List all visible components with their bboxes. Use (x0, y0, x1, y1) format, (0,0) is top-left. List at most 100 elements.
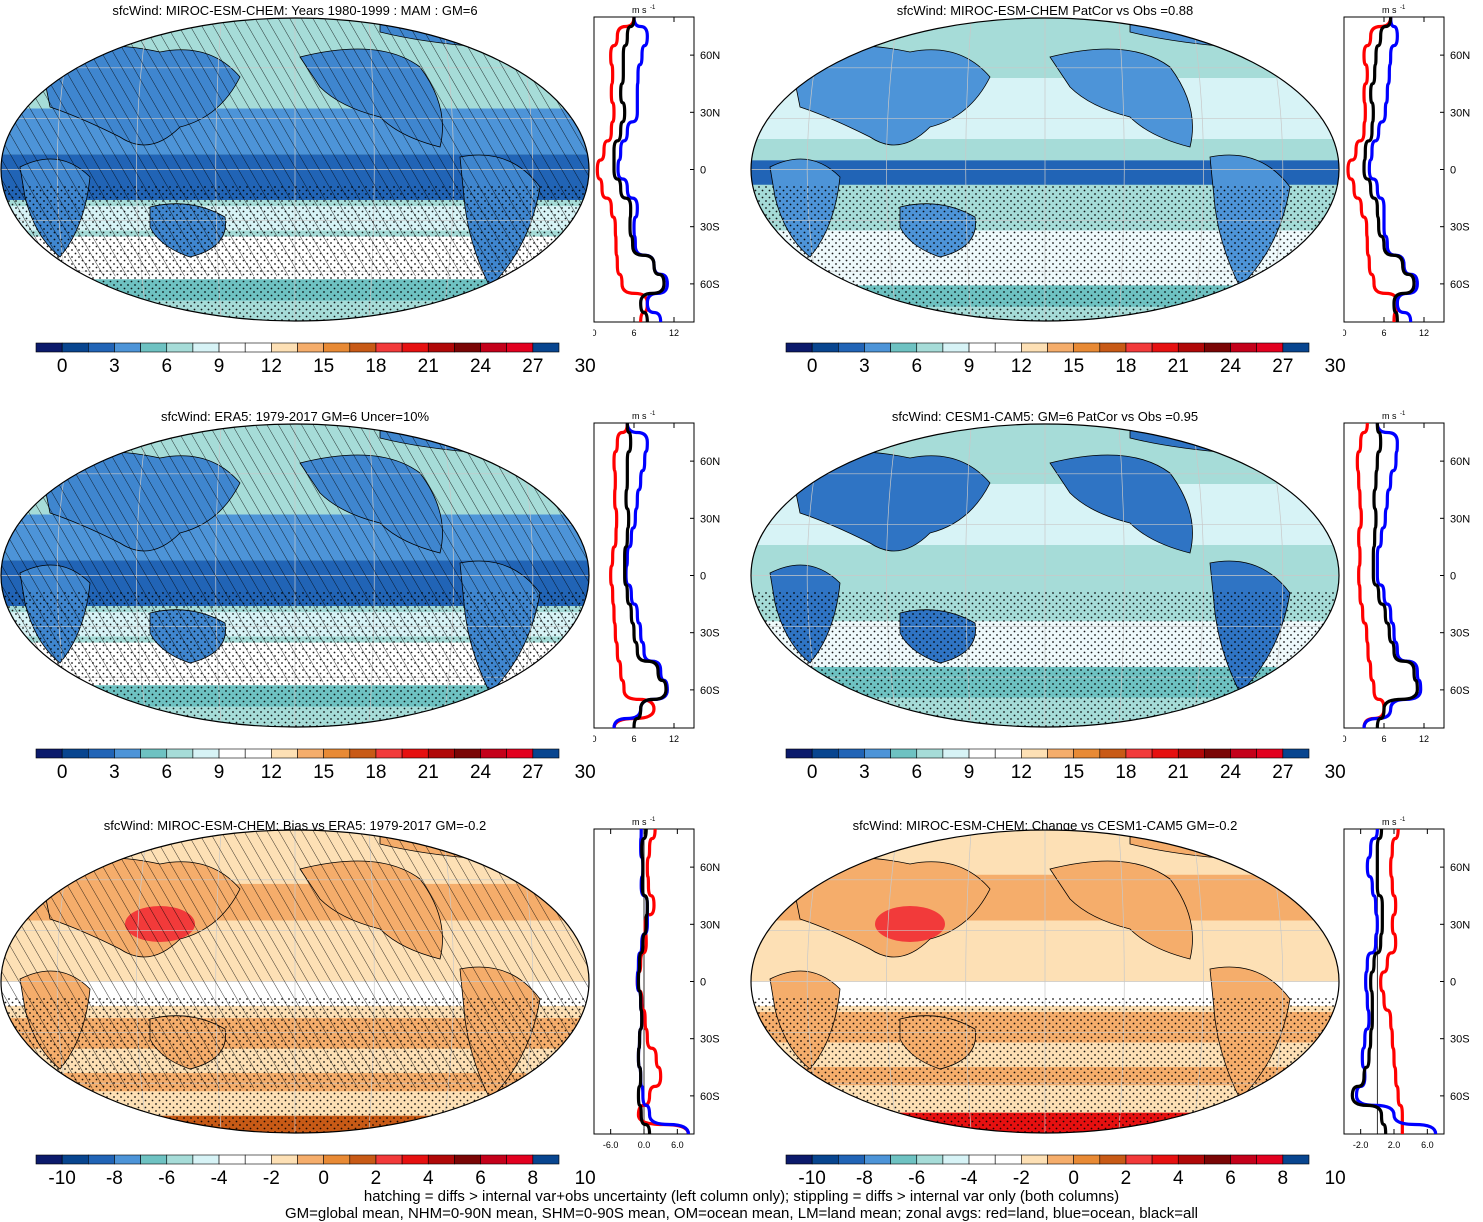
colorbar-swatch (532, 342, 560, 353)
lat-tick: 30N (1450, 919, 1470, 931)
colorbar-swatch (1099, 1154, 1127, 1165)
colorbar-swatch (297, 1154, 324, 1165)
panel-title: sfcWind: MIROC-ESM-CHEM PatCor vs Obs =0… (896, 3, 1194, 18)
lat-tick: 30N (1450, 513, 1470, 525)
colorbar-swatch (1282, 748, 1310, 759)
map-p5 (0, 829, 590, 1134)
panel-p5: sfcWind: MIROC-ESM-CHEM: Bias vs ERA5: 1… (0, 812, 733, 1212)
lat-tick: 30N (700, 919, 720, 931)
colorbar-label: -8 (105, 1168, 123, 1189)
colorbar-swatch (114, 748, 141, 759)
colorbar-label: 21 (1167, 356, 1189, 377)
colorbar-label: 15 (1063, 762, 1085, 783)
colorbar-label: 8 (527, 1168, 539, 1189)
colorbar-label: 3 (109, 762, 120, 783)
zonal-units: m s (1382, 5, 1397, 15)
colorbar-swatch (532, 748, 560, 759)
colorbar-label: 6 (911, 762, 923, 783)
colorbar-swatch (532, 1154, 560, 1165)
colorbar-label: 27 (1272, 762, 1294, 783)
x-tick: 0 (593, 328, 597, 338)
colorbar-swatch (942, 748, 970, 759)
colorbar-swatch (1177, 748, 1205, 759)
x-tick: 12 (1419, 328, 1429, 338)
x-tick: -2.0 (1353, 1140, 1369, 1150)
colorbar-label: 21 (417, 762, 439, 783)
colorbar-swatch (323, 748, 351, 759)
colorbar-label: 6 (161, 762, 173, 783)
lat-tick: 0 (700, 165, 706, 177)
colorbar-swatch (192, 1154, 220, 1165)
colorbar-label: 3 (859, 762, 870, 783)
lat-tick: 30S (1450, 222, 1470, 234)
colorbar-swatch (271, 748, 298, 759)
colorbar-swatch (1230, 1154, 1257, 1165)
x-tick: 12 (669, 734, 679, 744)
colorbar-label: 24 (1219, 762, 1242, 783)
lat-tick: 30N (700, 513, 720, 525)
zonal-plot-p3: m s -1 60N 30N 0 30S 60S 0 6 12 (593, 411, 720, 744)
colorbar-swatch (837, 748, 865, 759)
colorbar-swatch (1177, 1154, 1205, 1165)
colorbar-swatch (218, 748, 246, 759)
colorbar-label: 24 (1219, 356, 1242, 377)
colorbar-label: 12 (1010, 762, 1032, 783)
colorbar-swatch (375, 342, 403, 353)
colorbar-swatch (375, 748, 403, 759)
colorbar-swatch (1256, 1154, 1284, 1165)
panel-title: sfcWind: ERA5: 1979-2017 GM=6 Uncer=10% (160, 409, 430, 424)
series-land (595, 16, 649, 323)
map-p3 (0, 423, 590, 728)
x-tick: 6.0 (671, 1140, 684, 1150)
x-tick: 0 (593, 734, 597, 744)
colorbar-label: -2 (262, 1168, 280, 1189)
colorbar-swatch (811, 342, 839, 353)
colorbar-label: 27 (1272, 356, 1294, 377)
x-tick: 2.0 (1388, 1140, 1401, 1150)
colorbar-swatch (140, 748, 168, 759)
colorbar-label: 0 (1068, 1168, 1079, 1189)
lat-tick: 30S (700, 628, 720, 640)
lat-tick: 60S (700, 1091, 720, 1103)
colorbar-swatch (1256, 342, 1284, 353)
colorbar-swatch (1047, 1154, 1074, 1165)
colorbar-swatch (994, 1154, 1022, 1165)
colorbar-label: 6 (475, 1168, 486, 1189)
lat-tick: 0 (700, 977, 706, 989)
colorbar-swatch (942, 342, 970, 353)
colorbar-swatch (349, 342, 377, 353)
colorbar-swatch (244, 342, 272, 353)
colorbar-swatch (968, 342, 996, 353)
footer-line-1: hatching = diffs > internal var+obs unce… (363, 1188, 1120, 1205)
colorbar-swatch (837, 342, 865, 353)
colorbar-label: 6 (911, 356, 923, 377)
colorbar-swatch (1151, 1154, 1179, 1165)
zonal-frame (1343, 16, 1445, 323)
colorbar-swatch (1256, 748, 1284, 759)
colorbar-swatch (837, 1154, 865, 1165)
colorbar-swatch (244, 748, 272, 759)
x-tick: 0 (1343, 328, 1347, 338)
series-all (1350, 828, 1388, 1135)
colorbar-label: 2 (1120, 1168, 1132, 1189)
colorbar-label: 30 (574, 356, 596, 377)
colorbar-swatch (994, 342, 1022, 353)
colorbar-swatch (864, 342, 891, 353)
panel-p1: sfcWind: MIROC-ESM-CHEM: Years 1980-1999… (0, 0, 733, 400)
colorbar-swatch (785, 342, 813, 353)
colorbar-swatch (271, 1154, 298, 1165)
continent-0 (789, 45, 991, 146)
zonal-frame (1343, 422, 1445, 729)
colorbar-label: 4 (422, 1168, 434, 1189)
colorbar-swatch (35, 748, 63, 759)
colorbar-label: 3 (859, 356, 870, 377)
continent-3 (1049, 454, 1193, 554)
colorbar-swatch (890, 342, 918, 353)
colorbar-swatch (349, 1154, 377, 1165)
colorbar-swatch (454, 342, 481, 353)
colorbar-swatch (192, 748, 220, 759)
colorbar-swatch (506, 1154, 534, 1165)
colorbar-label: 15 (313, 356, 335, 377)
colorbar-swatch (244, 1154, 272, 1165)
colorbar-swatch (1282, 342, 1310, 353)
